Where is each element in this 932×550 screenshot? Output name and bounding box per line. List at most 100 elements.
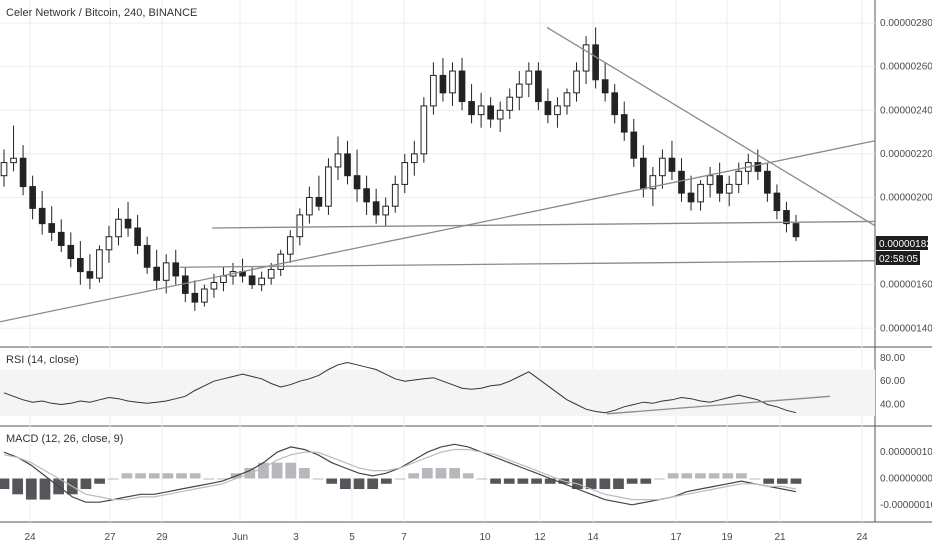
macd-histogram-bar <box>776 478 788 484</box>
macd-histogram-bar <box>135 473 146 479</box>
trendline[interactable] <box>179 260 876 268</box>
rsi-trendline[interactable] <box>606 395 831 415</box>
candle-up <box>659 157 666 177</box>
candle-up <box>449 70 456 94</box>
candle-up <box>210 282 218 290</box>
trendline[interactable] <box>546 26 876 227</box>
candle-down <box>458 70 466 103</box>
candle-up <box>306 196 313 216</box>
candle-down <box>754 162 762 172</box>
macd-tick-label: -0.00000010 <box>880 500 932 511</box>
candle-up <box>382 205 390 216</box>
candle-up <box>515 83 523 98</box>
time-tick-label: 21 <box>774 532 786 543</box>
macd-histogram-bar <box>408 473 420 479</box>
time-tick-label: 5 <box>349 532 355 543</box>
candle-down <box>153 266 161 281</box>
candle-up <box>563 92 571 107</box>
axes: 0.00000280 0.00000260 0.00000240 0.00000220… <box>24 18 932 543</box>
candle-up <box>267 268 275 279</box>
macd-tick-label: 0.00000000 <box>880 474 932 485</box>
macd-histogram-bar <box>162 473 174 479</box>
macd-histogram-bar <box>94 478 105 484</box>
rsi-tick-label: 40.00 <box>880 400 905 411</box>
candle-down <box>67 244 75 260</box>
candle-up <box>573 70 580 94</box>
macd-histogram-bar <box>80 478 92 490</box>
price-tick-label: 0.00000200 <box>880 192 932 203</box>
candle-up <box>554 105 561 116</box>
candle-up <box>697 183 704 203</box>
last-price-tag: 0.00000182 <box>876 236 932 250</box>
candle-up <box>162 262 170 281</box>
macd-histogram-bar <box>544 478 556 484</box>
candle-up <box>706 175 714 185</box>
macd-pane[interactable] <box>0 443 802 506</box>
macd-histogram-bar <box>203 478 215 480</box>
candle-up <box>96 249 103 279</box>
candle-up <box>725 183 733 194</box>
macd-histogram-bar <box>613 478 624 490</box>
macd-histogram-bar <box>285 462 297 479</box>
macd-signal-line <box>3 448 797 501</box>
candle-down <box>783 210 790 225</box>
macd-histogram-bar <box>340 478 351 490</box>
countdown-tag: 02:58:05 <box>876 251 920 265</box>
candle-up <box>391 183 399 207</box>
price-tick-label: 0.00000220 <box>880 149 932 160</box>
candle-up <box>410 153 418 164</box>
candle-down <box>48 223 56 233</box>
candle-up <box>105 236 113 251</box>
candle-down <box>764 170 771 194</box>
candle-down <box>191 292 199 303</box>
candle-down <box>544 101 552 116</box>
candle-up <box>649 175 657 190</box>
candle-down <box>57 231 65 246</box>
candle-down <box>468 101 475 116</box>
macd-histogram-bar <box>326 478 338 484</box>
candle-down <box>611 92 619 116</box>
candle-down <box>248 275 256 286</box>
macd-histogram-bar <box>121 473 133 479</box>
candle-down <box>678 170 685 194</box>
time-tick-label: 19 <box>721 532 733 543</box>
trendline[interactable] <box>211 220 876 229</box>
price-tick-label: 0.00000140 <box>880 323 932 334</box>
rsi-pane[interactable] <box>0 361 875 417</box>
candle-up <box>496 109 504 120</box>
candle-down <box>172 262 180 277</box>
candle-down <box>601 79 609 94</box>
candle-up <box>277 253 285 270</box>
macd-histogram-bar <box>749 478 761 480</box>
rsi-tick-label: 80.00 <box>880 353 905 364</box>
candle-down <box>620 114 628 133</box>
macd-histogram-bar <box>312 478 324 480</box>
macd-histogram-bar <box>271 462 283 479</box>
rsi-tick-label: 60.00 <box>880 376 905 387</box>
macd-histogram-bar <box>394 478 406 480</box>
candle-down <box>344 153 351 177</box>
macd-histogram-bar <box>12 478 24 495</box>
candle-down <box>29 186 36 209</box>
candle-down <box>86 271 94 279</box>
time-tick-label: Jun <box>232 532 248 543</box>
time-tick-label: 10 <box>479 532 491 543</box>
time-tick-label: 27 <box>104 532 116 543</box>
candle-down <box>363 188 370 203</box>
candle-up <box>477 105 485 116</box>
candle-up <box>0 162 8 177</box>
candle-up <box>220 275 227 283</box>
macd-histogram-bar <box>790 478 802 484</box>
macd-histogram-bar <box>299 467 310 479</box>
price-tick-label: 0.00000260 <box>880 62 932 73</box>
time-tick-label: 14 <box>587 532 599 543</box>
candle-up <box>334 153 342 168</box>
candle-up <box>420 105 428 155</box>
trendline[interactable] <box>0 140 876 323</box>
candle-up <box>258 277 265 286</box>
macd-histogram-bar <box>517 478 529 484</box>
candle-down <box>315 196 323 207</box>
price-pane[interactable] <box>0 26 876 323</box>
macd-histogram-bar <box>476 478 488 480</box>
